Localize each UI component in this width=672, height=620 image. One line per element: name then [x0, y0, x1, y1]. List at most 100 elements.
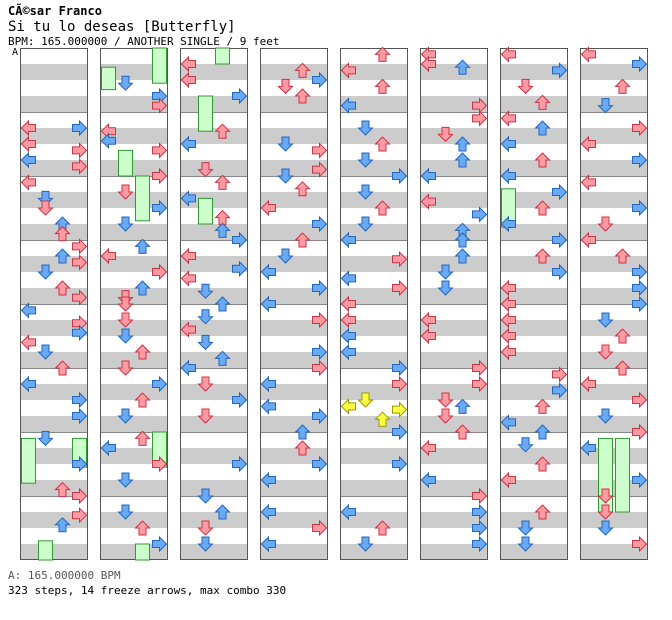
right-arrow-icon: [312, 359, 328, 377]
down-arrow-icon: [357, 216, 374, 232]
beat-stripe: [420, 64, 488, 80]
right-arrow-icon: [392, 423, 408, 441]
beat-stripe: [100, 448, 168, 464]
down-arrow-icon: [117, 504, 134, 520]
down-arrow-icon: [517, 437, 534, 453]
chart-column-border: [20, 48, 88, 560]
right-arrow-icon: [632, 423, 648, 441]
freeze-arrow: [198, 95, 213, 132]
song-title: Si tu lo deseas [Butterfly]: [8, 19, 236, 35]
right-arrow-icon: [392, 250, 408, 268]
left-arrow-icon: [580, 135, 596, 153]
left-arrow-icon: [500, 167, 516, 185]
chart-meta: BPM: 165.000000 / ANOTHER SINGLE / 9 fee…: [8, 35, 280, 48]
bpm-marker-label: A: [12, 47, 19, 58]
freeze-arrow: [21, 437, 36, 484]
left-arrow-icon: [180, 55, 196, 73]
left-arrow-icon: [420, 55, 436, 73]
beat-stripe: [340, 352, 408, 368]
beat-stripe: [420, 384, 488, 400]
left-arrow-icon: [180, 135, 196, 153]
beat-stripe: [340, 64, 408, 80]
right-arrow-icon: [632, 263, 648, 281]
beat-stripe: [260, 192, 328, 208]
left-arrow-icon: [580, 439, 596, 457]
left-arrow-icon: [20, 302, 36, 319]
down-arrow-icon: [277, 168, 294, 184]
beat-stripe: [260, 256, 328, 272]
up-arrow-icon: [294, 424, 311, 440]
beat-stripe: [500, 384, 568, 400]
right-arrow-icon: [632, 535, 648, 553]
up-arrow-icon: [534, 200, 551, 216]
left-arrow-icon: [180, 270, 196, 287]
beat-stripe: [180, 416, 248, 432]
right-arrow-icon: [152, 167, 168, 185]
up-arrow-icon: [534, 504, 551, 520]
left-arrow-icon: [500, 295, 516, 313]
beat-stripe: [20, 256, 88, 272]
beat-stripe: [340, 288, 408, 304]
right-arrow-icon: [312, 142, 328, 159]
beat-stripe: [20, 288, 88, 304]
down-arrow-icon: [437, 264, 454, 280]
right-arrow-icon: [232, 391, 248, 409]
up-arrow-icon: [454, 152, 471, 168]
freeze-arrow: [101, 66, 116, 91]
beat-stripe: [420, 160, 488, 176]
left-arrow-icon: [260, 535, 276, 553]
beat-stripe: [580, 224, 648, 240]
beat-stripe: [100, 64, 168, 80]
up-arrow-icon: [374, 136, 391, 152]
up-arrow-icon: [134, 430, 151, 446]
down-arrow-icon: [277, 136, 294, 152]
right-arrow-icon: [392, 167, 408, 185]
right-arrow-icon: [72, 142, 88, 159]
up-arrow-icon: [294, 440, 311, 456]
beat-stripe: [180, 320, 248, 336]
down-arrow-icon: [597, 344, 614, 360]
beat-stripe: [580, 160, 648, 176]
right-arrow-icon: [632, 471, 648, 489]
beat-stripe: [420, 192, 488, 208]
beat-stripe: [500, 256, 568, 272]
beat-stripe: [100, 160, 168, 176]
left-arrow-icon: [180, 71, 196, 89]
left-arrow-icon: [20, 119, 36, 137]
down-arrow-icon: [597, 488, 614, 504]
right-arrow-icon: [392, 359, 408, 377]
up-arrow-icon: [454, 59, 471, 75]
up-arrow-icon: [54, 280, 71, 296]
up-arrow-icon: [294, 62, 311, 78]
up-arrow-icon: [534, 94, 551, 110]
beat-stripe: [180, 384, 248, 400]
down-arrow-icon: [117, 184, 134, 200]
beat-stripe: [580, 352, 648, 368]
beat-stripe: [260, 352, 328, 368]
freeze-arrow: [118, 149, 133, 177]
beat-stripe: [20, 448, 88, 464]
beat-stripe: [100, 256, 168, 272]
up-arrow-icon: [134, 520, 151, 536]
beat-stripe: [100, 480, 168, 496]
beat-stripe: [420, 320, 488, 336]
right-arrow-icon: [552, 263, 568, 281]
left-arrow-icon: [260, 295, 276, 313]
up-arrow-icon: [374, 78, 391, 94]
beat-stripe: [340, 416, 408, 432]
right-arrow-icon: [72, 391, 88, 409]
beat-stripe: [420, 352, 488, 368]
beat-stripe: [340, 544, 408, 560]
chart-column-border: [580, 48, 648, 560]
up-arrow-icon: [214, 296, 231, 312]
down-arrow-icon: [117, 328, 134, 344]
beat-stripe: [100, 544, 168, 560]
down-arrow-icon: [197, 408, 214, 424]
step-stats: 323 steps, 14 freeze arrows, max combo 3…: [8, 584, 287, 597]
down-arrow-icon: [357, 536, 374, 552]
right-arrow-icon: [312, 311, 328, 329]
right-arrow-icon: [232, 231, 248, 249]
right-arrow-icon: [632, 391, 648, 409]
right-arrow-icon: [72, 455, 88, 473]
right-arrow-icon: [472, 110, 488, 127]
